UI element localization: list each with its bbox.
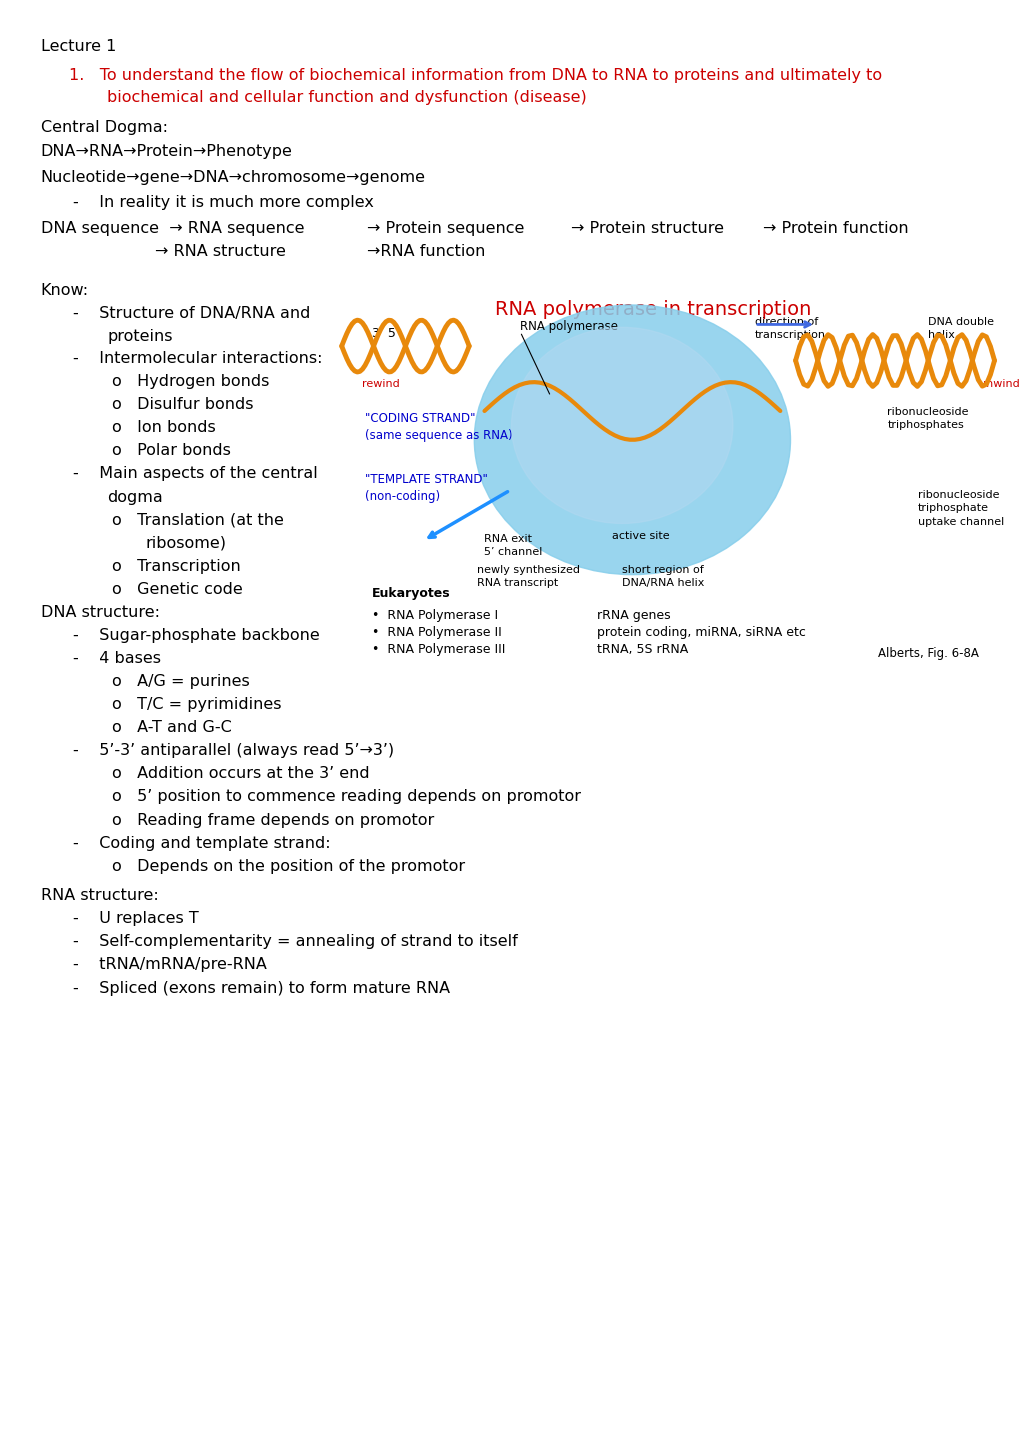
Text: -    4 bases: - 4 bases	[73, 652, 161, 666]
Text: o   Hydrogen bonds: o Hydrogen bonds	[112, 373, 269, 389]
Text: DNA sequence  → RNA sequence: DNA sequence → RNA sequence	[41, 221, 304, 235]
Text: o   Disulfur bonds: o Disulfur bonds	[112, 397, 254, 412]
Text: o   Translation (at the: o Translation (at the	[112, 513, 284, 528]
Text: o   A/G = purines: o A/G = purines	[112, 675, 250, 689]
Text: o   T/C = pyrimidines: o T/C = pyrimidines	[112, 698, 281, 712]
Text: short region of
DNA/RNA helix: short region of DNA/RNA helix	[622, 565, 704, 588]
Text: 1.   To understand the flow of biochemical information from DNA to RNA to protei: 1. To understand the flow of biochemical…	[69, 68, 881, 82]
Text: DNA structure:: DNA structure:	[41, 606, 160, 620]
Text: ribonucleoside
triphosphates: ribonucleoside triphosphates	[887, 407, 968, 430]
Text: Nucleotide→gene→DNA→chromosome→genome: Nucleotide→gene→DNA→chromosome→genome	[41, 170, 425, 185]
Text: direction of
transcription: direction of transcription	[754, 317, 825, 340]
Text: DNA→RNA→Protein→Phenotype: DNA→RNA→Protein→Phenotype	[41, 144, 292, 159]
Text: → Protein function: → Protein function	[762, 221, 908, 235]
Text: Know:: Know:	[41, 283, 89, 297]
Text: -    In reality it is much more complex: - In reality it is much more complex	[73, 195, 374, 209]
Text: Central Dogma:: Central Dogma:	[41, 120, 168, 136]
Text: -    5’-3’ antiparallel (always read 5’→3’): - 5’-3’ antiparallel (always read 5’→3’)	[73, 744, 394, 758]
Text: rRNA genes
protein coding, miRNA, siRNA etc
tRNA, 5S rRNA: rRNA genes protein coding, miRNA, siRNA …	[596, 609, 805, 656]
Text: ribosome): ribosome)	[146, 536, 226, 551]
Text: ribonucleoside
triphosphate
uptake channel: ribonucleoside triphosphate uptake chann…	[917, 490, 1004, 526]
Text: -    Intermolecular interactions:: - Intermolecular interactions:	[73, 352, 323, 366]
Text: o   5’ position to commence reading depends on promotor: o 5’ position to commence reading depend…	[112, 790, 581, 805]
Text: -    tRNA/mRNA/pre-RNA: - tRNA/mRNA/pre-RNA	[73, 957, 267, 972]
Text: 3’ 5’: 3’ 5’	[372, 327, 399, 340]
Text: →RNA function: →RNA function	[367, 244, 485, 258]
Text: dogma: dogma	[107, 490, 163, 505]
Text: "CODING STRAND"
(same sequence as RNA): "CODING STRAND" (same sequence as RNA)	[365, 412, 513, 443]
Text: Lecture 1: Lecture 1	[41, 39, 116, 53]
Text: o   Transcription: o Transcription	[112, 558, 240, 574]
Text: o   Depends on the position of the promotor: o Depends on the position of the promoto…	[112, 858, 465, 874]
Text: -    Main aspects of the central: - Main aspects of the central	[73, 467, 318, 482]
Text: "TEMPLATE STRAND"
(non-coding): "TEMPLATE STRAND" (non-coding)	[365, 473, 487, 503]
Text: rewind: rewind	[362, 379, 399, 389]
Text: → Protein sequence: → Protein sequence	[367, 221, 524, 235]
Text: -    U replaces T: - U replaces T	[73, 911, 199, 926]
Text: unwind: unwind	[978, 379, 1019, 389]
Text: -    Spliced (exons remain) to form mature RNA: - Spliced (exons remain) to form mature …	[73, 981, 450, 995]
Text: Eukaryotes: Eukaryotes	[372, 587, 450, 600]
Text: → Protein structure: → Protein structure	[571, 221, 723, 235]
Text: •  RNA Polymerase I
•  RNA Polymerase II
•  RNA Polymerase III: • RNA Polymerase I • RNA Polymerase II •…	[372, 609, 505, 656]
Text: RNA polymerase: RNA polymerase	[520, 320, 618, 333]
Text: proteins: proteins	[107, 329, 172, 343]
Text: o   Ion bonds: o Ion bonds	[112, 421, 216, 435]
Text: o   Genetic code: o Genetic code	[112, 581, 243, 597]
Text: Alberts, Fig. 6-8A: Alberts, Fig. 6-8A	[877, 647, 978, 660]
Text: -    Structure of DNA/RNA and: - Structure of DNA/RNA and	[73, 306, 311, 320]
Text: o   Addition occurs at the 3’ end: o Addition occurs at the 3’ end	[112, 767, 370, 782]
Text: → RNA structure: → RNA structure	[155, 244, 285, 258]
Ellipse shape	[512, 327, 732, 523]
Text: RNA polymerase in transcription: RNA polymerase in transcription	[494, 300, 810, 319]
Text: biochemical and cellular function and dysfunction (disease): biochemical and cellular function and dy…	[107, 89, 586, 105]
Text: o   Polar bonds: o Polar bonds	[112, 444, 231, 459]
Ellipse shape	[474, 304, 790, 575]
Text: DNA double
helix: DNA double helix	[927, 317, 994, 340]
Text: -    Self-complementarity = annealing of strand to itself: - Self-complementarity = annealing of st…	[73, 934, 518, 949]
Text: RNA structure:: RNA structure:	[41, 888, 158, 903]
Text: newly synthesized
RNA transcript: newly synthesized RNA transcript	[477, 565, 580, 588]
Text: o   A-T and G-C: o A-T and G-C	[112, 721, 231, 735]
Text: o   Reading frame depends on promotor: o Reading frame depends on promotor	[112, 813, 434, 828]
Text: -    Sugar-phosphate backbone: - Sugar-phosphate backbone	[73, 629, 320, 643]
Text: RNA exit
5’ channel: RNA exit 5’ channel	[484, 534, 542, 557]
Text: -    Coding and template strand:: - Coding and template strand:	[73, 836, 331, 851]
Text: active site: active site	[611, 531, 668, 541]
